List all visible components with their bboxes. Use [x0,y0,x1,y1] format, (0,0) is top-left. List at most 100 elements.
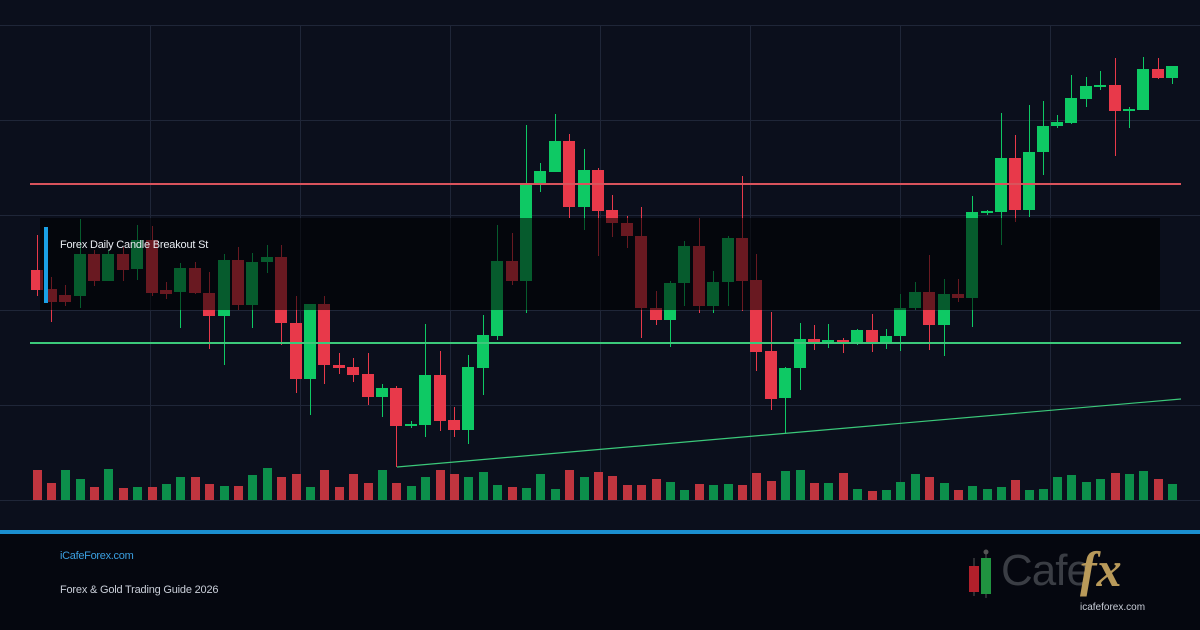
candle-body [1123,109,1135,111]
candle-body [578,170,590,207]
resistance-line [30,183,1181,185]
candle-body [405,424,417,426]
candle-body [462,367,474,430]
candle-body [880,336,892,342]
candle-wick [1129,107,1130,128]
candle-body [808,339,820,342]
volume-bar [637,485,646,500]
volume-bar [191,477,200,500]
volume-bar [882,490,891,500]
volume-bar [1096,479,1105,500]
volume-bar [335,487,344,500]
site-link[interactable]: iCafeForex.com [60,550,134,562]
trendline [396,398,1182,468]
volume-bar [205,484,214,500]
volume-bar [421,477,430,500]
icafefx-logo: Cafe fx icafeforex.com [965,541,1165,622]
candle-body [390,388,402,426]
candle-body [1037,126,1049,152]
volume-bar [364,483,373,500]
volume-bar [263,468,272,500]
candle-body [419,375,431,425]
volume-bar [724,484,733,500]
candle-wick [843,338,844,353]
volume-bar [148,487,157,500]
candle-body [851,330,863,343]
volume-bar [1011,480,1020,500]
guide-title: Forex & Gold Trading Guide 2026 [60,584,219,596]
volume-bar [680,490,689,500]
candle-body [333,365,345,368]
candle-body [290,323,302,379]
volume-bar [1139,471,1148,500]
volume-bar [292,474,301,500]
volume-bar [162,484,171,500]
volume-bar [508,487,517,500]
volume-bar [1039,489,1048,500]
volume-bar [594,472,603,500]
volume-bar [940,483,949,500]
volume-bar [551,489,560,500]
footer-divider [0,530,1200,534]
volume-bar [1168,484,1177,500]
volume-bar [234,486,243,500]
candle-body [995,158,1007,212]
candle-body [1166,66,1178,78]
volume-bar [796,470,805,500]
volume-bar [954,490,963,500]
candle-wick [382,384,383,417]
candle-body [1152,69,1164,78]
volume-bar [709,485,718,500]
volume-bar [378,470,387,500]
volume-bar [277,477,286,500]
volume-bar [464,477,473,500]
candle-body [779,368,791,398]
volume-bar [493,485,502,500]
chart-title: Forex Daily Candle Breakout St [60,239,209,251]
logo-fx: fx [1080,541,1122,597]
candle-body [318,304,330,365]
candle-wick [1158,58,1159,79]
volume-bar [968,486,977,500]
candle-body [650,308,662,320]
volume-bar [349,474,358,500]
volume-bar [839,473,848,500]
volume-bar [104,469,113,500]
candle-wick [339,353,340,374]
footer [0,534,1200,630]
candle-body [1051,122,1063,126]
candle-wick [37,235,38,296]
volume-bar [623,485,632,500]
candlestick-chart: Forex Daily Candle Breakout St [0,25,1200,501]
volume-bar [824,483,833,500]
volume-bar [853,489,862,500]
volume-bar [781,471,790,500]
candle-body [1137,69,1149,110]
volume-bar [652,479,661,500]
volume-bar [536,474,545,500]
candle-wick [1100,71,1101,90]
volume-bar [580,477,589,500]
volume-bar [1125,474,1134,500]
volume-bar [695,484,704,500]
volume-bar [565,470,574,500]
volume-bar [479,472,488,500]
volume-bar [306,487,315,500]
volume-bar [450,474,459,500]
volume-bar [220,486,229,500]
grid-line-horizontal [0,500,1200,501]
candle-body [894,308,906,336]
candle-body [1065,98,1077,123]
candle-wick [1057,115,1058,128]
candle-wick [396,386,397,467]
volume-bar [119,488,128,500]
volume-bar [911,474,920,500]
candle-body [304,304,316,379]
candle-body [347,367,359,375]
volume-bar [90,487,99,500]
volume-bar [392,483,401,500]
candle-body [563,141,575,207]
candle-wick [785,367,786,433]
volume-bar [752,473,761,500]
accent-marker [44,227,48,303]
